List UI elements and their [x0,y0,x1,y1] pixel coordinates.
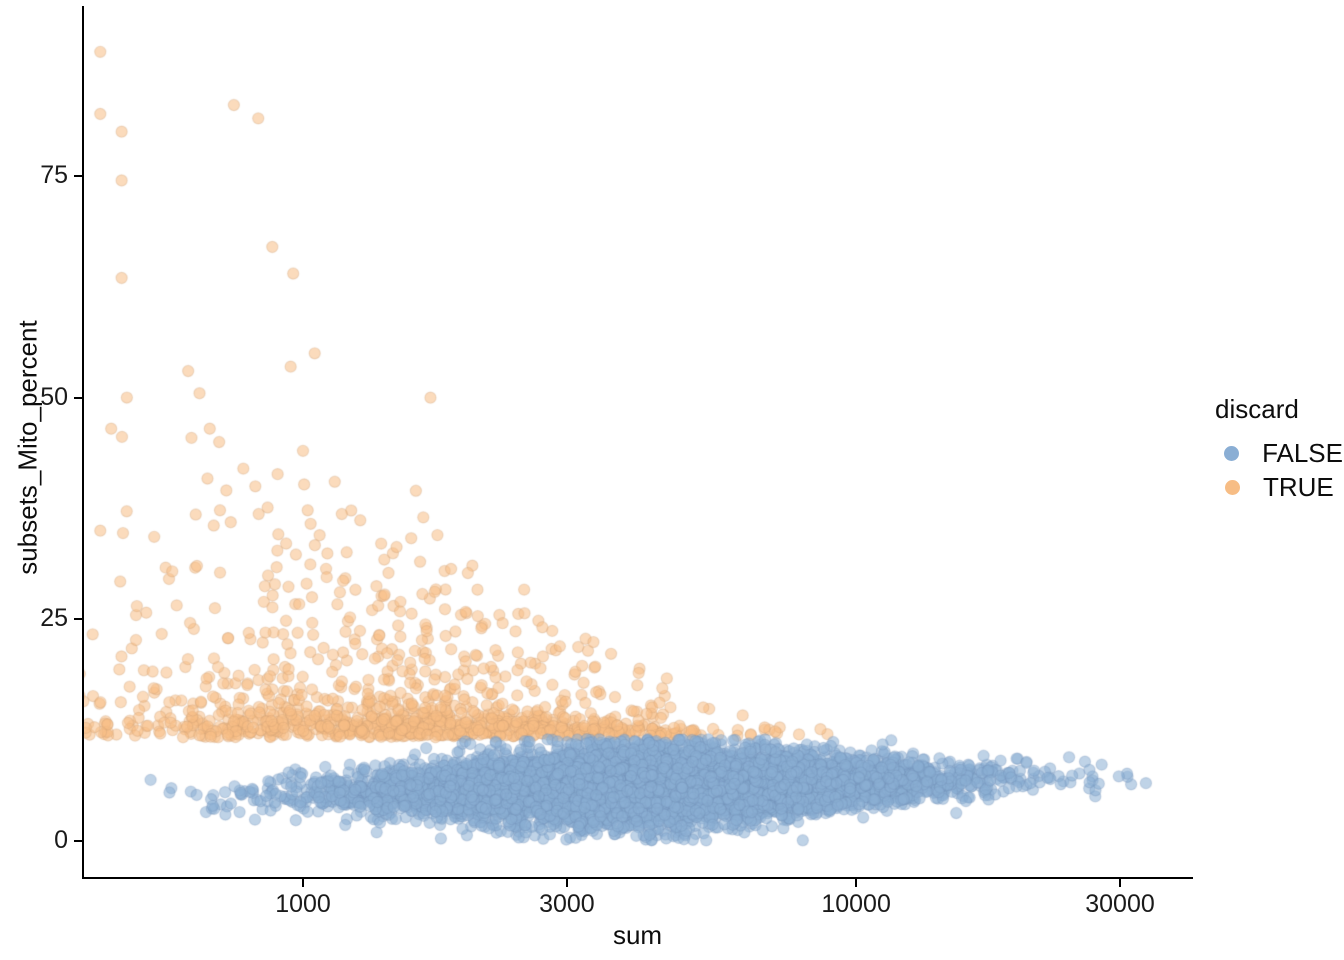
y-tick-label-50: 50 [40,382,68,411]
y-tick-label-75: 75 [40,161,68,189]
y-tick-mark-25 [74,618,82,621]
x-axis-line [82,877,1193,879]
y-axis-line [82,6,84,879]
legend-dot-true-icon [1224,479,1240,495]
scatter-plot-canvas [83,8,1192,878]
legend-item-false[interactable]: FALSE [1215,436,1343,470]
legend-label-false: FALSE [1262,438,1343,468]
x-axis-title: sum [612,920,663,950]
legend-dot-false-icon [1224,445,1240,461]
x-tick-label-1000: 1000 [275,890,331,918]
y-axis-title: subsets_Mito_percent [12,320,43,575]
y-tick-mark-75 [74,175,82,177]
plot-panel [83,8,1192,878]
legend: discard FALSE TRUE [1215,396,1343,504]
legend-key-true [1215,479,1249,495]
x-tick-label-3000: 3000 [539,890,595,918]
y-tick-mark-0 [74,840,82,842]
x-tick-mark-10000 [855,879,858,887]
y-tick-label-0: 0 [54,826,68,854]
x-tick-mark-1000 [302,879,304,887]
x-tick-mark-30000 [1119,879,1121,887]
x-tick-label-10000: 10000 [821,890,891,918]
legend-item-true[interactable]: TRUE [1215,470,1343,504]
legend-title: discard [1215,394,1299,424]
legend-key-false [1215,445,1248,461]
legend-label-true: TRUE [1263,472,1334,502]
x-tick-mark-3000 [565,879,568,887]
x-tick-label-30000: 30000 [1085,890,1155,918]
y-tick-mark-50 [74,396,82,399]
y-tick-label-25: 25 [40,604,68,633]
